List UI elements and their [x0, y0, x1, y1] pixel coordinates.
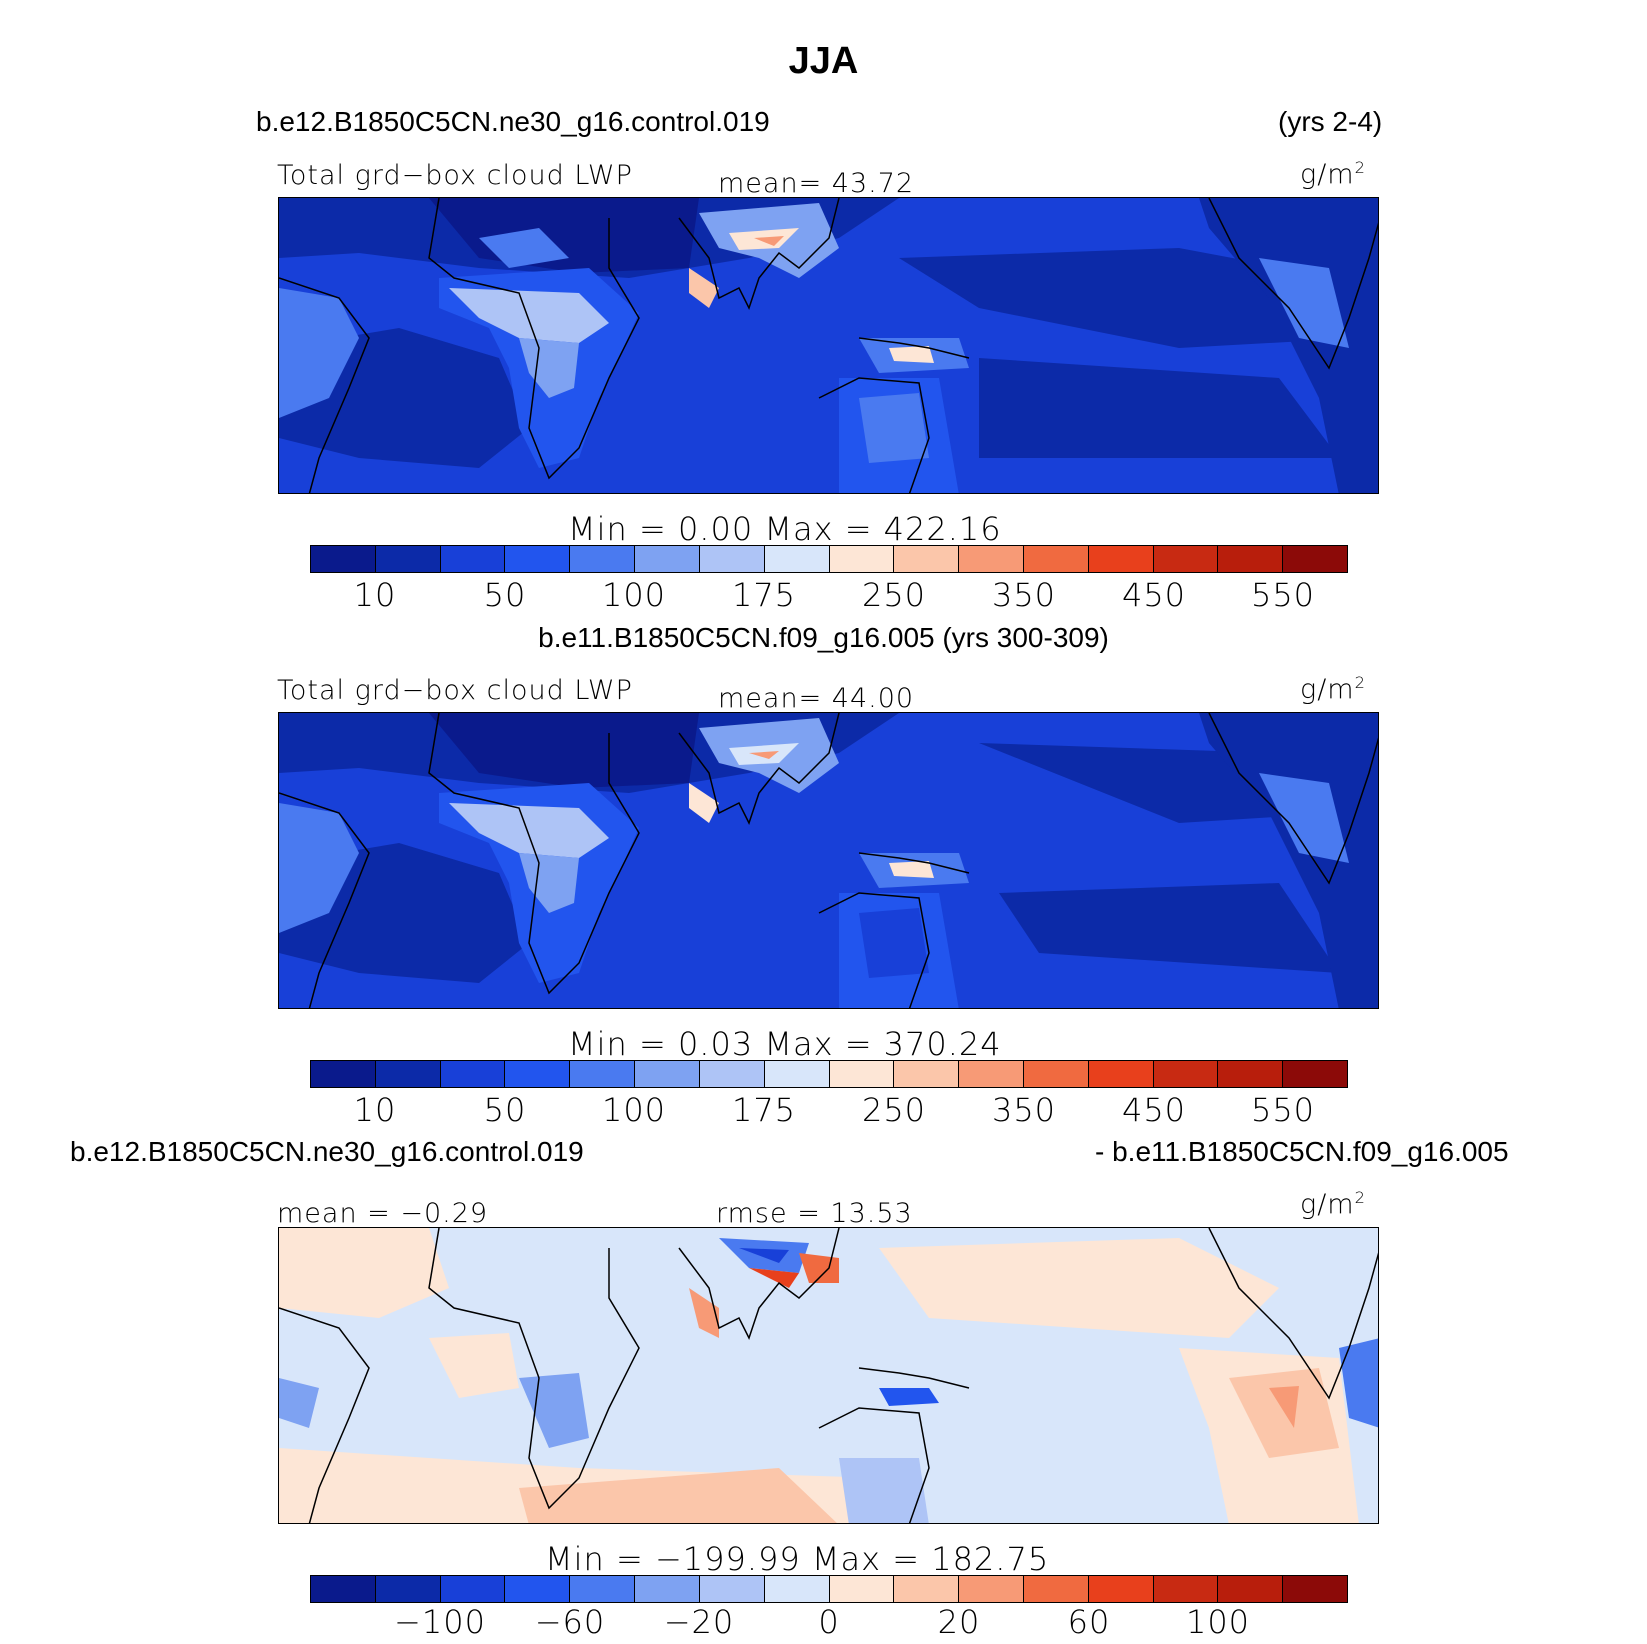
panel3-colorbar: [310, 1575, 1348, 1603]
colorbar-swatch: [505, 1061, 571, 1087]
colorbar-swatch: [894, 546, 960, 572]
colorbar-swatch: [311, 1061, 376, 1087]
colorbar-tick-label: 100: [1185, 1603, 1251, 1641]
colorbar-swatch: [1088, 1061, 1154, 1087]
panel1-variable-name: Total grd−box cloud LWP: [277, 160, 633, 191]
panel1-years: (yrs 2-4): [1278, 106, 1383, 137]
colorbar-tick-label: 10: [353, 1091, 397, 1129]
colorbar-swatch: [570, 546, 636, 572]
panel1-units: g/m2: [1300, 158, 1366, 190]
colorbar-swatch: [1218, 546, 1284, 572]
colorbar-swatch: [570, 1061, 636, 1087]
panel1-colorbar-ticks: 10 50 100 175 250 350 450 550: [0, 576, 1647, 616]
colorbar-swatch: [829, 1061, 895, 1087]
panel2-mean: mean= 44.00: [718, 683, 915, 714]
colorbar-tick-label: 450: [1121, 1091, 1187, 1129]
colorbar-swatch: [440, 546, 506, 572]
colorbar-tick-label: 350: [991, 576, 1057, 614]
colorbar-swatch: [1023, 1061, 1089, 1087]
colorbar-swatch: [440, 1061, 506, 1087]
panel1-case-name: b.e12.B1850C5CN.ne30_g16.control.019: [256, 106, 770, 137]
colorbar-swatch: [1283, 1061, 1347, 1087]
colorbar-swatch: [311, 546, 376, 572]
panel2-variable-name: Total grd−box cloud LWP: [277, 675, 633, 706]
colorbar-swatch: [375, 1061, 441, 1087]
colorbar-swatch: [764, 1576, 830, 1602]
colorbar-swatch: [764, 1061, 830, 1087]
colorbar-tick-label: −20: [663, 1603, 735, 1641]
colorbar-tick-label: 250: [861, 576, 927, 614]
panel1-mean: mean= 43.72: [718, 168, 915, 199]
colorbar-swatch: [635, 546, 700, 572]
colorbar-tick-label: 550: [1250, 1091, 1316, 1129]
panel3-mean: mean = −0.29: [277, 1198, 489, 1229]
colorbar-tick-label: 0: [818, 1603, 840, 1641]
colorbar-swatch: [440, 1576, 506, 1602]
panel2-map: [278, 712, 1379, 1009]
colorbar-swatch: [699, 546, 765, 572]
colorbar-swatch: [505, 1576, 571, 1602]
colorbar-tick-label: 100: [601, 576, 667, 614]
panel3-colorbar-ticks: −100 −60 −20 0 20 60 100: [0, 1603, 1647, 1643]
panel3-case-subtracted: - b.e11.B1850C5CN.f09_g16.005: [1095, 1136, 1509, 1167]
panel2-units: g/m2: [1300, 673, 1366, 705]
colorbar-swatch: [829, 1576, 895, 1602]
colorbar-swatch: [959, 1576, 1024, 1602]
colorbar-swatch: [699, 1576, 765, 1602]
colorbar-swatch: [1023, 546, 1089, 572]
colorbar-tick-label: 350: [991, 1091, 1057, 1129]
colorbar-swatch: [1283, 1576, 1347, 1602]
colorbar-swatch: [1088, 546, 1154, 572]
colorbar-swatch: [1153, 546, 1219, 572]
colorbar-tick-label: −60: [534, 1603, 606, 1641]
colorbar-tick-label: 10: [353, 576, 397, 614]
page-title: JJA: [788, 40, 859, 82]
colorbar-swatch: [894, 1061, 960, 1087]
panel3-minmax: Min = −199.99 Max = 182.75: [545, 1540, 1050, 1578]
panel2-colorbar-ticks: 10 50 100 175 250 350 450 550: [0, 1091, 1647, 1131]
colorbar-swatch: [505, 546, 571, 572]
colorbar-swatch: [311, 1576, 376, 1602]
colorbar-swatch: [1283, 546, 1347, 572]
colorbar-swatch: [1023, 1576, 1089, 1602]
panel2-case-name: b.e11.B1850C5CN.f09_g16.005 (yrs 300-309…: [538, 622, 1109, 653]
colorbar-swatch: [375, 1576, 441, 1602]
panel2-colorbar: [310, 1060, 1348, 1088]
colorbar-swatch: [959, 1061, 1024, 1087]
colorbar-tick-label: 550: [1250, 576, 1316, 614]
colorbar-swatch: [829, 546, 895, 572]
panel1-map: [278, 197, 1379, 494]
colorbar-swatch: [635, 1061, 700, 1087]
colorbar-tick-label: −100: [394, 1603, 486, 1641]
colorbar-tick-label: 175: [731, 1091, 797, 1129]
colorbar-tick-label: 50: [483, 576, 527, 614]
colorbar-swatch: [699, 1061, 765, 1087]
colorbar-swatch: [959, 546, 1024, 572]
colorbar-tick-label: 450: [1121, 576, 1187, 614]
colorbar-swatch: [570, 1576, 636, 1602]
panel1-colorbar: [310, 545, 1348, 573]
panel3-units: g/m2: [1300, 1188, 1366, 1220]
colorbar-swatch: [375, 546, 441, 572]
colorbar-swatch: [894, 1576, 960, 1602]
colorbar-tick-label: 50: [483, 1091, 527, 1129]
colorbar-swatch: [1088, 1576, 1154, 1602]
colorbar-swatch: [764, 546, 830, 572]
colorbar-swatch: [1218, 1061, 1284, 1087]
colorbar-swatch: [1153, 1061, 1219, 1087]
panel3-rmse: rmse = 13.53: [716, 1198, 913, 1229]
colorbar-swatch: [1218, 1576, 1284, 1602]
colorbar-tick-label: 175: [731, 576, 797, 614]
colorbar-tick-label: 60: [1067, 1603, 1111, 1641]
colorbar-swatch: [1153, 1576, 1219, 1602]
colorbar-swatch: [635, 1576, 700, 1602]
panel3-map: [278, 1227, 1379, 1524]
panel1-minmax: Min = 0.00 Max = 422.16: [568, 510, 1002, 548]
colorbar-tick-label: 250: [861, 1091, 927, 1129]
panel3-case-name: b.e12.B1850C5CN.ne30_g16.control.019: [70, 1136, 584, 1167]
colorbar-tick-label: 100: [601, 1091, 667, 1129]
panel2-minmax: Min = 0.03 Max = 370.24: [568, 1025, 1002, 1063]
colorbar-tick-label: 20: [937, 1603, 981, 1641]
